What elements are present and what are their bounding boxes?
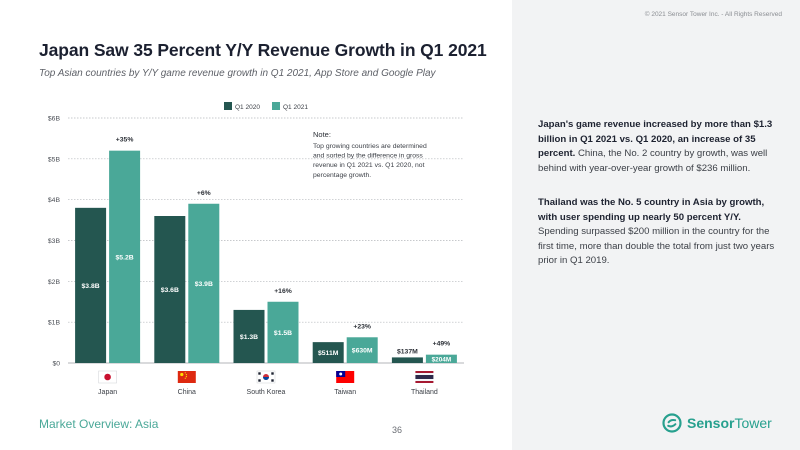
brand-name: SensorTower bbox=[687, 415, 772, 431]
growth-label: +6% bbox=[197, 190, 211, 197]
legend-swatch-q1-2020 bbox=[224, 102, 232, 110]
bar-q1-2021 bbox=[188, 203, 220, 363]
y-tick-label: $4B bbox=[48, 197, 61, 204]
japan-flag bbox=[98, 370, 117, 384]
commentary-paragraph-1: Japan's game revenue increased by more t… bbox=[538, 118, 776, 176]
sensor-tower-logo-icon bbox=[662, 413, 682, 433]
sensor-tower-logo: SensorTower bbox=[662, 413, 772, 433]
commentary-1-highlight: Japan's game revenue increased by more t… bbox=[538, 119, 773, 160]
brand-name-light: Tower bbox=[734, 415, 772, 431]
commentary-2-highlight: Thailand was the No. 5 country in Asia b… bbox=[538, 197, 765, 223]
growth-label: +16% bbox=[274, 288, 292, 295]
y-tick-label: $3B bbox=[48, 238, 61, 245]
commentary-1-text: China, the No. 2 country by growth, was … bbox=[538, 148, 768, 174]
brand-name-bold: Sensor bbox=[687, 415, 735, 431]
x-tick-label: Taiwan bbox=[334, 389, 356, 396]
x-tick-label: South Korea bbox=[247, 389, 286, 396]
y-tick-label: $0 bbox=[52, 361, 60, 368]
copyright-notice: © 2021 Sensor Tower Inc. - All Rights Re… bbox=[644, 11, 782, 18]
data-label-q1-2020: $3.6B bbox=[161, 287, 179, 294]
data-label-q1-2021: $1.5B bbox=[274, 330, 292, 337]
chart-panel: Japan Saw 35 Percent Y/Y Revenue Growth … bbox=[39, 40, 487, 435]
legend-swatch-q1-2021 bbox=[272, 102, 280, 110]
data-label-q1-2021: $630M bbox=[352, 348, 373, 355]
data-label-q1-2020: $1.3B bbox=[240, 334, 258, 341]
growth-label: +49% bbox=[433, 341, 451, 348]
taiwan-flag bbox=[336, 371, 355, 383]
data-label-q1-2021: $5.2B bbox=[116, 254, 134, 261]
bar-q1-2021 bbox=[346, 337, 378, 363]
y-tick-label: $6B bbox=[48, 116, 61, 123]
bar-q1-2020 bbox=[312, 342, 344, 363]
bar-q1-2020 bbox=[391, 357, 423, 363]
note-line: and sorted by the difference in gross bbox=[313, 153, 423, 160]
bar-q1-2020 bbox=[75, 207, 107, 363]
bar-q1-2021 bbox=[425, 354, 457, 363]
y-tick-label: $5B bbox=[48, 156, 61, 163]
data-label-q1-2020: $3.8B bbox=[82, 283, 100, 290]
growth-label: +35% bbox=[116, 137, 134, 144]
data-label-q1-2021: $204M bbox=[432, 356, 452, 363]
x-tick-label: Japan bbox=[98, 389, 117, 396]
y-tick-label: $1B bbox=[48, 320, 61, 327]
data-label-q1-2021: $3.9B bbox=[195, 281, 213, 288]
commentary-panel bbox=[512, 0, 800, 450]
bar-q1-2020 bbox=[154, 216, 186, 363]
south-korea-flag bbox=[256, 370, 276, 384]
y-tick-label: $2B bbox=[48, 279, 61, 286]
commentary-2-text: Spending surpassed $200 million in the c… bbox=[538, 226, 775, 267]
note-heading: Note: bbox=[313, 130, 331, 139]
revenue-bar-chart: $0 $1B $2B $3B $4B $5B $6B Q1 2020 Q1 2021 Note: T… bbox=[48, 102, 464, 396]
page-title: Japan Saw 35 Percent Y/Y Revenue Growth … bbox=[39, 40, 487, 60]
legend-label-q1-2021: Q1 2021 bbox=[283, 104, 308, 111]
x-tick-label: Thailand bbox=[411, 389, 438, 396]
bar-q1-2020 bbox=[233, 309, 265, 363]
bar-q1-2021 bbox=[267, 301, 299, 363]
section-footer: Market Overview: Asia bbox=[39, 417, 159, 431]
x-tick-label: China bbox=[178, 389, 196, 396]
note-line: percentage growth. bbox=[313, 172, 371, 179]
commentary-paragraph-2: Thailand was the No. 5 country in Asia b… bbox=[538, 196, 776, 269]
note-line: Top growing countries are determined bbox=[313, 143, 427, 150]
page-number: 36 bbox=[392, 425, 403, 435]
thailand-flag bbox=[415, 371, 434, 383]
data-label-q1-2020: $137M bbox=[397, 348, 418, 355]
china-flag bbox=[177, 371, 196, 383]
page-subtitle: Top Asian countries by Y/Y game revenue … bbox=[39, 68, 436, 79]
bar-q1-2021 bbox=[109, 150, 141, 363]
legend-label-q1-2020: Q1 2020 bbox=[235, 104, 260, 111]
growth-label: +23% bbox=[353, 323, 371, 330]
note-line: revenue in Q1 2021 vs. Q1 2020, not bbox=[313, 162, 425, 169]
data-label-q1-2020: $511M bbox=[318, 350, 339, 357]
